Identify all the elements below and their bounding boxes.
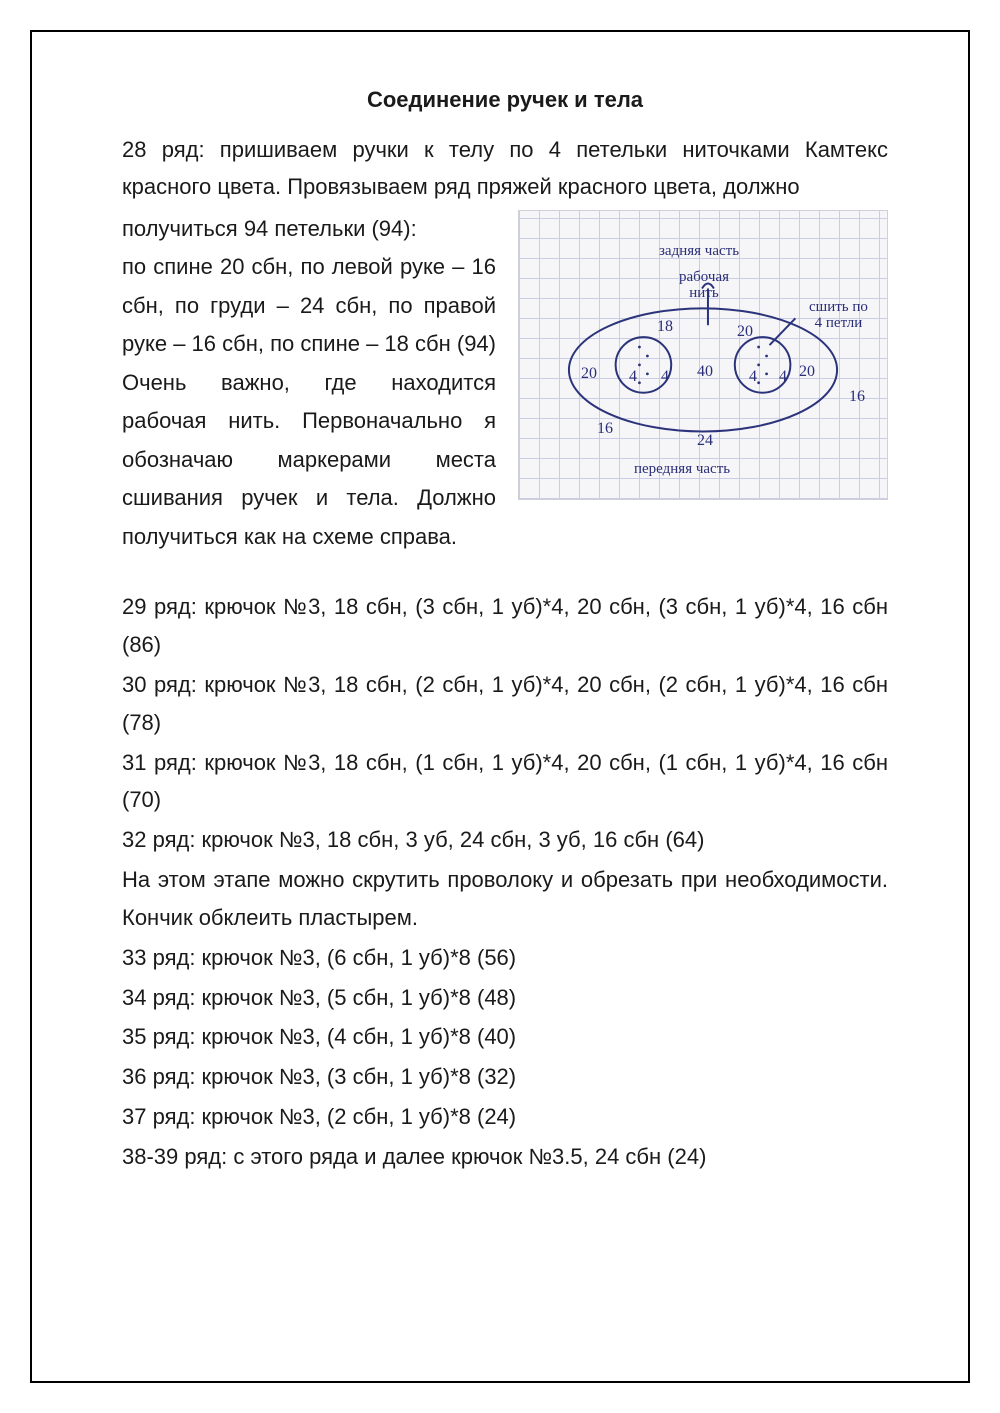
pattern-row: 34 ряд: крючок №3, (5 сбн, 1 уб)*8 (48) <box>122 979 888 1017</box>
pattern-row: 31 ряд: крючок №3, 18 сбн, (1 сбн, 1 уб)… <box>122 744 888 820</box>
diagram-label: задняя часть <box>659 243 739 260</box>
pattern-row: 33 ряд: крючок №3, (6 сбн, 1 уб)*8 (56) <box>122 939 888 977</box>
diagram-number: 18 <box>657 319 673 335</box>
page: Соединение ручек и тела 28 ряд: пришивае… <box>0 0 1000 1413</box>
pattern-row: 29 ряд: крючок №3, 18 сбн, (3 сбн, 1 уб)… <box>122 588 888 664</box>
stitch-diagram: задняя часть рабочаянить сшить по4 петли пе… <box>518 210 888 500</box>
diagram-number: 24 <box>697 433 713 449</box>
diagram-number: 20 <box>799 364 815 380</box>
diagram-number: 4 <box>749 369 757 385</box>
text-with-diagram: получиться 94 петельки (94):по спине 20 … <box>122 210 888 557</box>
diagram-number: 4 <box>629 369 637 385</box>
content-frame: Соединение ручек и тела 28 ряд: пришивае… <box>30 30 970 1383</box>
diagram-number: 40 <box>697 364 713 380</box>
pattern-row: 30 ряд: крючок №3, 18 сбн, (2 сбн, 1 уб)… <box>122 666 888 742</box>
diagram-number: 20 <box>737 324 753 340</box>
pattern-row: 37 ряд: крючок №3, (2 сбн, 1 уб)*8 (24) <box>122 1098 888 1136</box>
pattern-row: 32 ряд: крючок №3, 18 сбн, 3 уб, 24 сбн,… <box>122 821 888 859</box>
diagram-number: 4 <box>661 369 669 385</box>
diagram-label: передняя часть <box>634 461 730 478</box>
pattern-row: На этом этапе можно скрутить проволоку и… <box>122 861 888 937</box>
diagram-label: рабочаянить <box>679 269 729 302</box>
diagram-number: 4 <box>779 369 787 385</box>
diagram-number: 20 <box>581 366 597 382</box>
pattern-row: 38-39 ряд: с этого ряда и далее крючок №… <box>122 1138 888 1176</box>
pattern-row: 35 ряд: крючок №3, (4 сбн, 1 уб)*8 (40) <box>122 1018 888 1056</box>
diagram-number: 16 <box>849 389 865 405</box>
wrap-text: получиться 94 петельки (94):по спине 20 … <box>122 210 496 557</box>
diagram-number: 16 <box>597 421 613 437</box>
pattern-row: 36 ряд: крючок №3, (3 сбн, 1 уб)*8 (32) <box>122 1058 888 1096</box>
diagram-label: сшить по4 петли <box>809 299 868 332</box>
rows-list: 29 ряд: крючок №3, 18 сбн, (3 сбн, 1 уб)… <box>122 588 888 1175</box>
section-title: Соединение ручек и тела <box>122 87 888 113</box>
intro-paragraph: 28 ряд: пришиваем ручки к телу по 4 пете… <box>122 131 888 206</box>
